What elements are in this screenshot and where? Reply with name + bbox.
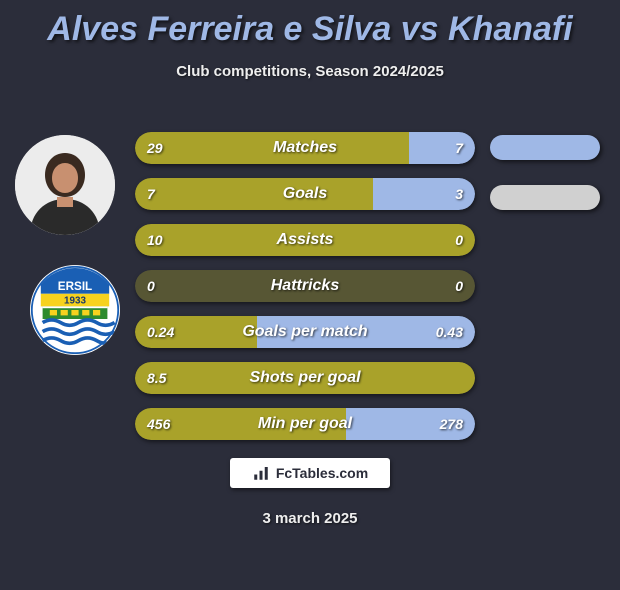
player-silhouette-icon bbox=[15, 135, 115, 235]
stat-row: 297Matches bbox=[135, 132, 475, 164]
bar-chart-icon bbox=[252, 464, 270, 482]
stat-rows: 297Matches 73Goals 100Assists 00Hattricks 0.… bbox=[135, 132, 475, 440]
club-badge: ERSIL 1933 bbox=[30, 265, 120, 355]
stat-label: Goals bbox=[135, 178, 475, 210]
stat-row: 0.240.43Goals per match bbox=[135, 316, 475, 348]
page-title: Alves Ferreira e Silva vs Khanafi bbox=[0, 10, 620, 49]
stat-label: Assists bbox=[135, 224, 475, 256]
stat-label: Goals per match bbox=[135, 316, 475, 348]
site-logo-text: FcTables.com bbox=[276, 465, 368, 481]
stat-label: Hattricks bbox=[135, 270, 475, 302]
subtitle: Club competitions, Season 2024/2025 bbox=[0, 63, 620, 80]
avatar-column: ERSIL 1933 bbox=[10, 135, 120, 355]
player-avatar bbox=[15, 135, 115, 235]
stat-row: 456278Min per goal bbox=[135, 408, 475, 440]
pill-player2 bbox=[490, 185, 600, 210]
stat-label: Min per goal bbox=[135, 408, 475, 440]
stat-row: 00Hattricks bbox=[135, 270, 475, 302]
stat-row: 100Assists bbox=[135, 224, 475, 256]
date-text: 3 march 2025 bbox=[0, 510, 620, 527]
pill-player1 bbox=[490, 135, 600, 160]
stat-label: Matches bbox=[135, 132, 475, 164]
right-pill-column bbox=[490, 135, 600, 210]
club-top-text: ERSIL bbox=[58, 280, 92, 293]
stat-row: 73Goals bbox=[135, 178, 475, 210]
club-year: 1933 bbox=[64, 296, 86, 307]
stat-row: 8.5Shots per goal bbox=[135, 362, 475, 394]
site-logo[interactable]: FcTables.com bbox=[230, 458, 390, 488]
stat-label: Shots per goal bbox=[135, 362, 475, 394]
club-badge-icon: ERSIL 1933 bbox=[30, 265, 120, 355]
